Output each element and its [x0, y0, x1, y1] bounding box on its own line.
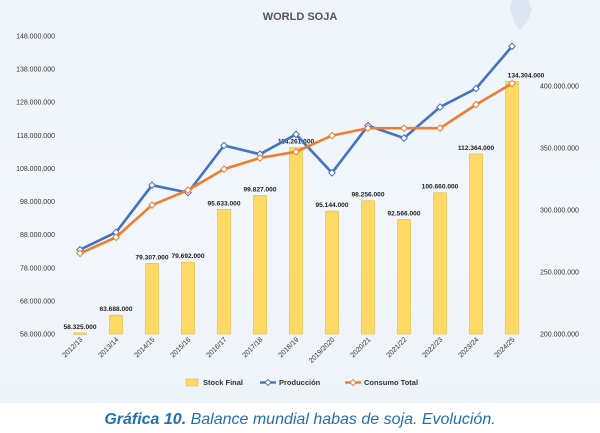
consumo-total-point [472, 100, 480, 109]
line-series [76, 42, 516, 258]
consumo-total-point [148, 201, 156, 209]
chart-panel: WORLD SOJA 58.000.000 68.000.000 78.000.00… [0, 0, 600, 403]
x-tick-label: 2014/15 [134, 336, 157, 359]
legend-marker-producci-n [264, 378, 272, 387]
consumo-total-point [112, 233, 120, 242]
stock-bar [361, 200, 375, 335]
stock-bar [73, 332, 87, 335]
stock-bar-label: 99.827.000 [243, 187, 276, 194]
legend-label-stock-final: Stock Final [203, 378, 243, 387]
stock-bar [433, 192, 447, 335]
stock-bar-label: 98.256.000 [351, 192, 384, 199]
stock-bar-label: 100.660.000 [422, 184, 459, 191]
stock-bar [397, 219, 411, 335]
x-tick-label: 2022/23 [422, 336, 445, 359]
consumo-total-point [220, 165, 228, 173]
chart-title: WORLD SOJA [263, 11, 338, 23]
stock-bar-label: 134.304.000 [508, 72, 545, 79]
consumo-total-point [508, 79, 516, 88]
x-tick-label: 2013/14 [98, 336, 121, 359]
stock-bar-labels: 58.325.000 63.688.000 79.307.000 79.692.000… [63, 72, 544, 331]
right-axis-tick-label: 200.000.000 [540, 332, 579, 339]
left-axis-tick-label: 138.000.000 [16, 67, 55, 74]
consumo-total-point [364, 124, 372, 133]
consumo-total-point [184, 186, 192, 195]
x-tick-label: 2021/22 [386, 336, 409, 359]
left-axis-tick-label: 88.000.000 [20, 232, 55, 239]
producci-n-point [436, 103, 444, 111]
consumo-total-point [400, 124, 408, 133]
stock-bar-label: 112.364.000 [458, 145, 495, 152]
map-silhouette-decoration [510, 0, 532, 30]
stock-bar [145, 263, 159, 335]
left-axis-tick-label: 148.000.000 [16, 34, 55, 41]
stock-bar-label: 63.688.000 [99, 306, 132, 313]
producci-n-point [472, 84, 480, 93]
stock-bar [253, 195, 267, 335]
legend-swatch-stock-final [185, 378, 199, 387]
consumo-total-point [292, 147, 300, 156]
stock-bar-label: 92.566.000 [387, 211, 420, 218]
right-axis-tick-label: 350.000.000 [540, 146, 579, 153]
right-axis-tick-label: 300.000.000 [540, 208, 579, 215]
x-tick-label: 2017/18 [242, 336, 265, 359]
stock-bar-label: 95.633.000 [207, 200, 240, 207]
right-y-axis: 200.000.000 250.000.000 300.000.000 350.000… [540, 84, 579, 339]
legend-marker-consumo-total [349, 378, 357, 387]
right-axis-tick-label: 400.000.000 [540, 84, 579, 91]
producci-n-point [148, 181, 156, 190]
stock-bar-label: 114.261.000 [278, 139, 315, 146]
stock-bar [469, 153, 483, 335]
x-tick-label: 2016/17 [206, 336, 229, 359]
legend-label-producci-n: Producción [279, 378, 321, 387]
consumo-total-point [436, 124, 444, 133]
caption-text: Balance mundial habas de soja. Evolución… [186, 411, 496, 428]
x-axis-ticks: 2012/13 2013/14 2014/15 2015/16 2016/17 2017/… [62, 336, 517, 364]
stock-bar-label: 79.307.000 [135, 254, 168, 261]
producci-n-point [508, 42, 516, 51]
consumo-total-point [76, 249, 84, 258]
x-tick-label: 2012/13 [62, 336, 85, 359]
consumo-total-point [328, 131, 336, 140]
left-axis-tick-label: 68.000.000 [20, 298, 55, 305]
x-tick-label: 2018/19 [278, 336, 301, 359]
consumo-total-point [256, 154, 264, 162]
stock-bar-label: 95.144.000 [315, 202, 348, 209]
right-axis-tick-label: 250.000.000 [540, 270, 579, 277]
x-tick-label: 2015/16 [170, 336, 193, 359]
left-axis-tick-label: 78.000.000 [20, 265, 55, 272]
left-axis-tick-label: 58.000.000 [20, 332, 55, 339]
producci-n-point [292, 130, 300, 139]
stock-bar-label: 79.692.000 [171, 253, 204, 260]
stock-bar [325, 210, 339, 335]
chart-svg: WORLD SOJA 58.000.000 68.000.000 78.000.00… [16, 0, 579, 387]
stock-bar [181, 261, 195, 335]
x-tick-label: 2020/21 [350, 336, 373, 359]
x-tick-label: 2023/24 [458, 336, 481, 359]
figure-caption: Gráfica 10. Balance mundial habas de soj… [0, 406, 600, 433]
left-axis-tick-label: 128.000.000 [16, 100, 55, 107]
x-tick-label: 2019/2020 [308, 336, 336, 364]
producci-n-point [328, 168, 336, 177]
legend-label-consumo-total: Consumo Total [364, 378, 418, 387]
left-axis-tick-label: 108.000.000 [16, 166, 55, 173]
stock-bar [217, 209, 231, 335]
stock-bar [109, 314, 123, 335]
stock-bar [289, 147, 303, 335]
stock-bar [505, 81, 519, 335]
left-y-axis: 58.000.000 68.000.000 78.000.000 88.000.000… [16, 34, 55, 339]
x-tick-label: 2024/25 [494, 336, 517, 359]
stock-bars [73, 81, 519, 335]
left-axis-tick-label: 118.000.000 [17, 133, 56, 140]
stock-bar-label: 58.325.000 [63, 324, 96, 331]
chart-legend: Stock Final Producción Consumo Total [185, 378, 418, 387]
producci-n-point [400, 134, 408, 142]
producci-n-point [220, 141, 228, 150]
caption-lead: Gráfica 10. [104, 411, 187, 428]
left-axis-tick-label: 98.000.000 [20, 199, 55, 206]
